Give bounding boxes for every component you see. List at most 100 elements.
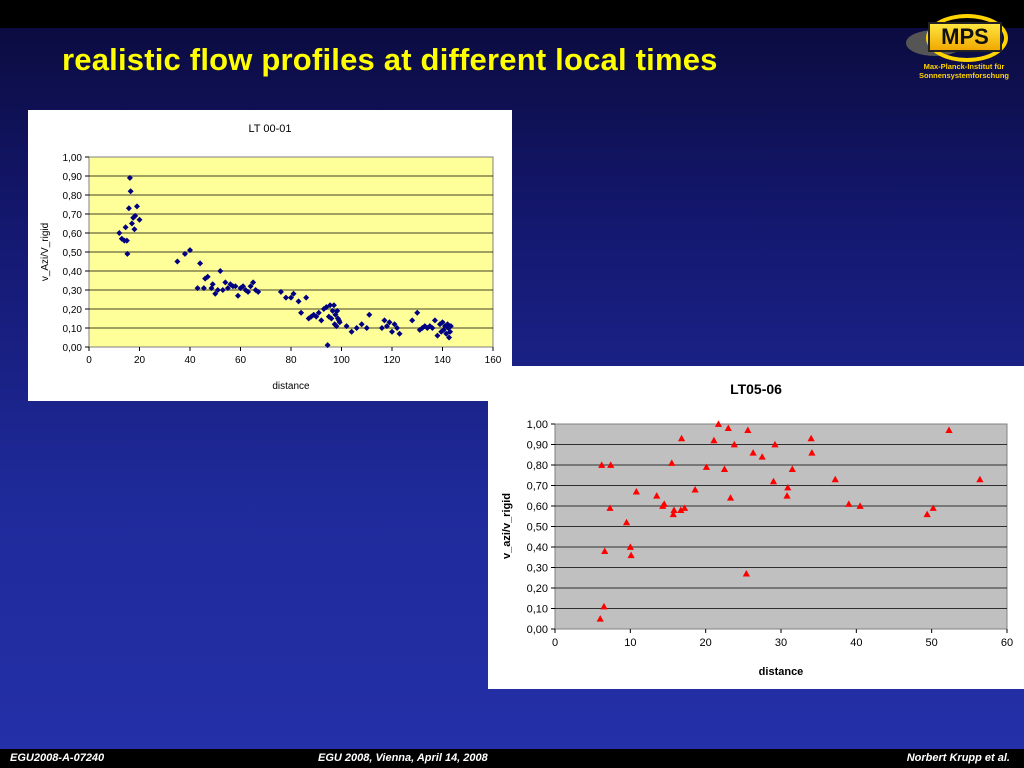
- data-point: [136, 216, 143, 223]
- x-tick-label: 30: [775, 637, 787, 649]
- y-tick-label: 0,40: [527, 542, 548, 554]
- chart-title: LT 00-01: [248, 123, 291, 135]
- x-tick-label: 10: [624, 637, 636, 649]
- data-point: [653, 492, 661, 499]
- mps-logo: MPS Max-Planck-Institut für Sonnensystem…: [906, 8, 1022, 84]
- chart-lt05-06: LT05-06 0,00 0,10 0,20 0,30 0,40 0,50 0,60 0,70…: [488, 366, 1024, 689]
- data-point: [856, 502, 864, 509]
- data-point: [434, 332, 441, 339]
- data-point: [601, 547, 609, 554]
- data-point: [363, 325, 370, 331]
- data-point: [742, 570, 750, 577]
- data-point: [447, 323, 454, 330]
- data-point: [197, 260, 204, 267]
- data-point: [125, 205, 132, 212]
- x-tick-label: 40: [184, 355, 196, 366]
- y-tick-label: 1,00: [63, 153, 83, 164]
- y-tick-label: 0,30: [527, 563, 548, 575]
- data-point: [596, 615, 604, 622]
- footer-author: Norbert Krupp et al.: [906, 752, 1010, 764]
- y-tick-label: 0,90: [63, 172, 83, 183]
- data-point: [288, 294, 294, 301]
- data-point: [606, 504, 614, 511]
- data-point: [381, 317, 388, 324]
- data-point: [204, 273, 211, 280]
- x-tick-label: 80: [285, 355, 297, 366]
- y-tick-label: 0,00: [63, 343, 83, 354]
- data-point: [409, 317, 416, 324]
- data-point: [200, 285, 207, 292]
- data-point: [181, 250, 188, 257]
- logo-institute-line1: Max-Planck-Institut für: [923, 62, 1005, 71]
- data-point: [758, 453, 766, 460]
- y-tick-label: 0,80: [527, 460, 548, 472]
- data-point: [394, 325, 401, 331]
- data-point: [923, 510, 931, 518]
- data-point: [710, 436, 718, 444]
- x-tick-label: 40: [850, 637, 862, 649]
- data-point: [234, 292, 241, 299]
- y-tick-label: 0,50: [63, 248, 83, 259]
- data-point: [126, 174, 133, 181]
- data-point: [209, 281, 216, 288]
- data-point: [245, 288, 252, 295]
- y-tick-label: 0,20: [63, 305, 83, 316]
- data-point: [290, 290, 297, 297]
- data-point: [132, 212, 139, 219]
- y-tick-label: 0,10: [527, 604, 548, 616]
- data-point: [720, 465, 729, 472]
- data-point: [431, 317, 438, 324]
- data-point: [318, 317, 325, 324]
- data-point: [414, 309, 421, 316]
- data-point: [784, 483, 792, 491]
- data-point: [348, 328, 355, 335]
- data-point: [219, 287, 226, 293]
- data-point: [343, 323, 350, 330]
- data-point: [353, 325, 360, 331]
- data-point: [808, 449, 816, 456]
- x-tick-label: 50: [926, 637, 938, 649]
- data-point: [331, 321, 338, 328]
- data-point: [310, 311, 317, 318]
- data-point: [187, 247, 193, 254]
- y-tick-label: 0,40: [63, 267, 83, 278]
- data-point: [749, 449, 757, 456]
- chart-title: LT05-06: [730, 381, 782, 397]
- data-point: [677, 434, 686, 442]
- data-point: [598, 461, 606, 468]
- data-point: [122, 224, 129, 231]
- data-point: [396, 330, 403, 337]
- data-point: [127, 188, 134, 195]
- data-point: [660, 500, 668, 507]
- data-point: [224, 285, 231, 292]
- x-tick-label: 120: [384, 355, 401, 366]
- data-point: [333, 323, 340, 330]
- data-point: [607, 461, 615, 468]
- y-tick-label: 0,70: [63, 210, 83, 221]
- data-point: [444, 321, 451, 328]
- data-point: [123, 237, 130, 244]
- data-point: [358, 321, 365, 328]
- y-tick-label: 0,10: [63, 324, 83, 335]
- data-point: [945, 426, 953, 434]
- logo-institute-line2: Sonnensystemforschung: [918, 71, 1009, 80]
- data-point: [378, 325, 385, 331]
- data-point: [677, 506, 685, 513]
- data-point: [391, 321, 398, 328]
- data-point: [730, 440, 738, 448]
- data-point: [250, 279, 257, 286]
- data-point: [831, 475, 839, 483]
- x-axis-label: distance: [272, 381, 310, 392]
- x-tick-label: 100: [333, 355, 350, 366]
- data-point: [247, 283, 254, 290]
- y-axis-label: v_Azi/V_rigid: [40, 223, 51, 281]
- data-point: [327, 302, 334, 309]
- y-tick-label: 0,60: [63, 229, 83, 240]
- data-point: [194, 285, 201, 292]
- data-point: [702, 463, 711, 470]
- data-point: [212, 290, 219, 297]
- data-point: [324, 342, 331, 349]
- data-point: [240, 283, 247, 290]
- data-point: [632, 488, 640, 495]
- data-point: [386, 319, 393, 326]
